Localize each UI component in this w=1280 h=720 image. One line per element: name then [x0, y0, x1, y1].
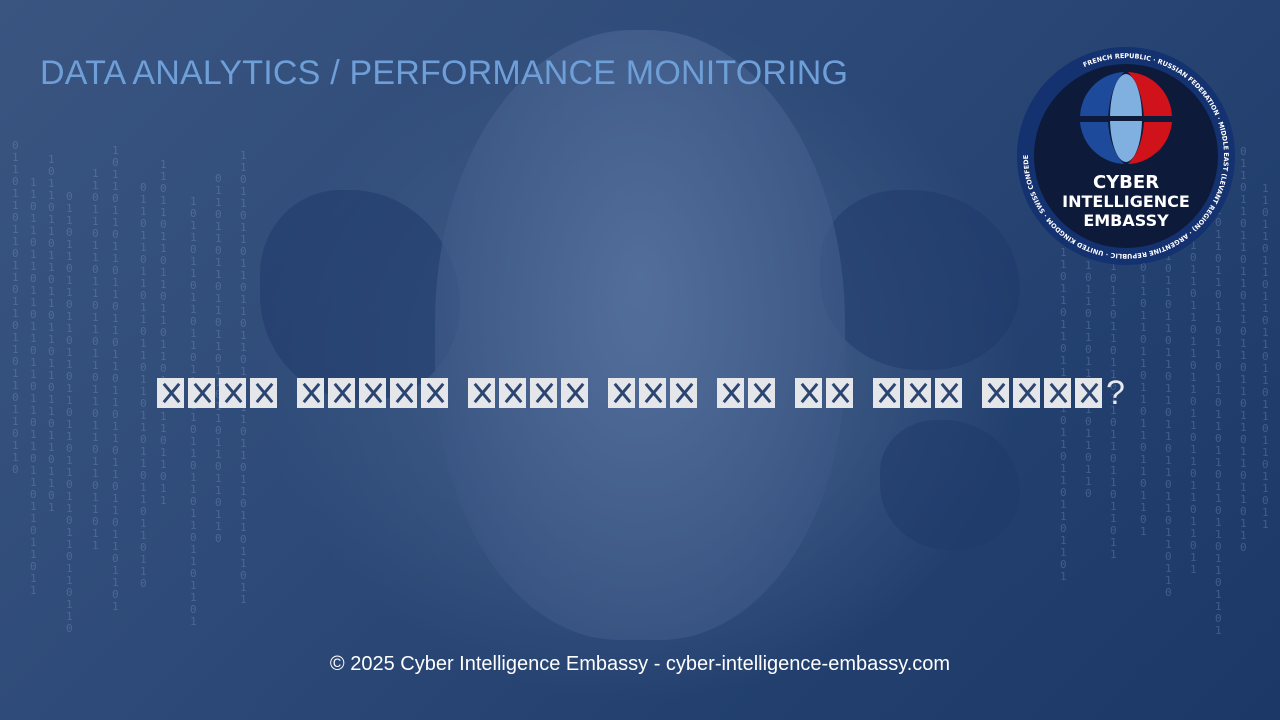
missing-glyph: [717, 378, 745, 408]
word-space: [450, 378, 466, 408]
missing-glyph: [250, 378, 278, 408]
missing-glyph: [157, 378, 185, 408]
headline-char: ?: [1106, 374, 1125, 412]
missing-glyph: [670, 378, 698, 408]
word-space: [777, 378, 793, 408]
word-space: [590, 378, 606, 408]
missing-glyph: [219, 378, 247, 408]
missing-glyph: [1013, 378, 1041, 408]
missing-glyph: [188, 378, 216, 408]
robot-face: [435, 30, 845, 640]
missing-glyph: [499, 378, 527, 408]
world-map-asia: [820, 190, 1020, 370]
globe-icon: [1078, 72, 1174, 164]
binary-column: 11011011011011011011011011011: [160, 158, 167, 507]
cyber-intelligence-embassy-logo: FRENCH REPUBLIC · RUSSIAN FEDERATION · M…: [1016, 46, 1235, 265]
logo-line2: INTELLIGENCE: [1062, 192, 1190, 211]
word-space: [279, 378, 295, 408]
binary-column: 0110110110110110110110110110110110: [1240, 145, 1247, 554]
missing-glyph: [561, 378, 589, 408]
binary-column: 101101101101101101101101101101101101: [190, 195, 197, 628]
missing-glyph: [1044, 378, 1072, 408]
footer-copyright: © 2025 Cyber Intelligence Embassy - cybe…: [329, 653, 951, 675]
missing-glyph: [297, 378, 325, 408]
binary-column: 11011011011011011011011011011: [1262, 182, 1269, 531]
missing-glyph: [935, 378, 963, 408]
missing-glyph: [1075, 378, 1103, 408]
missing-glyph: [795, 378, 823, 408]
binary-column: 0110110110110110110110110110110: [215, 172, 222, 545]
headline: ?: [0, 374, 1280, 412]
word-space: [855, 378, 871, 408]
missing-glyph: [359, 378, 387, 408]
world-map-americas: [260, 190, 460, 400]
binary-column: 11011011011011011011011011011011: [92, 167, 99, 552]
page-title: DATA ANALYTICS / PERFORMANCE MONITORING: [40, 54, 849, 92]
binary-column: 0110110110110110110110110110110110110: [66, 190, 73, 635]
word-space: [964, 378, 980, 408]
logo-line1: CYBER: [1093, 172, 1159, 193]
missing-glyph: [748, 378, 776, 408]
missing-glyph: [608, 378, 636, 408]
world-map-australia: [880, 420, 1020, 550]
word-space: [699, 378, 715, 408]
missing-glyph: [639, 378, 667, 408]
logo-line3: EMBASSY: [1083, 211, 1169, 230]
missing-glyph: [873, 378, 901, 408]
binary-column: 0110110110110110110110110110: [12, 139, 19, 476]
missing-glyph: [982, 378, 1010, 408]
missing-glyph: [826, 378, 854, 408]
missing-glyph: [421, 378, 449, 408]
missing-glyph: [390, 378, 418, 408]
missing-glyph: [468, 378, 496, 408]
binary-column: 101101101101101101101101101101: [48, 153, 55, 514]
missing-glyph: [328, 378, 356, 408]
missing-glyph: [904, 378, 932, 408]
missing-glyph: [530, 378, 558, 408]
